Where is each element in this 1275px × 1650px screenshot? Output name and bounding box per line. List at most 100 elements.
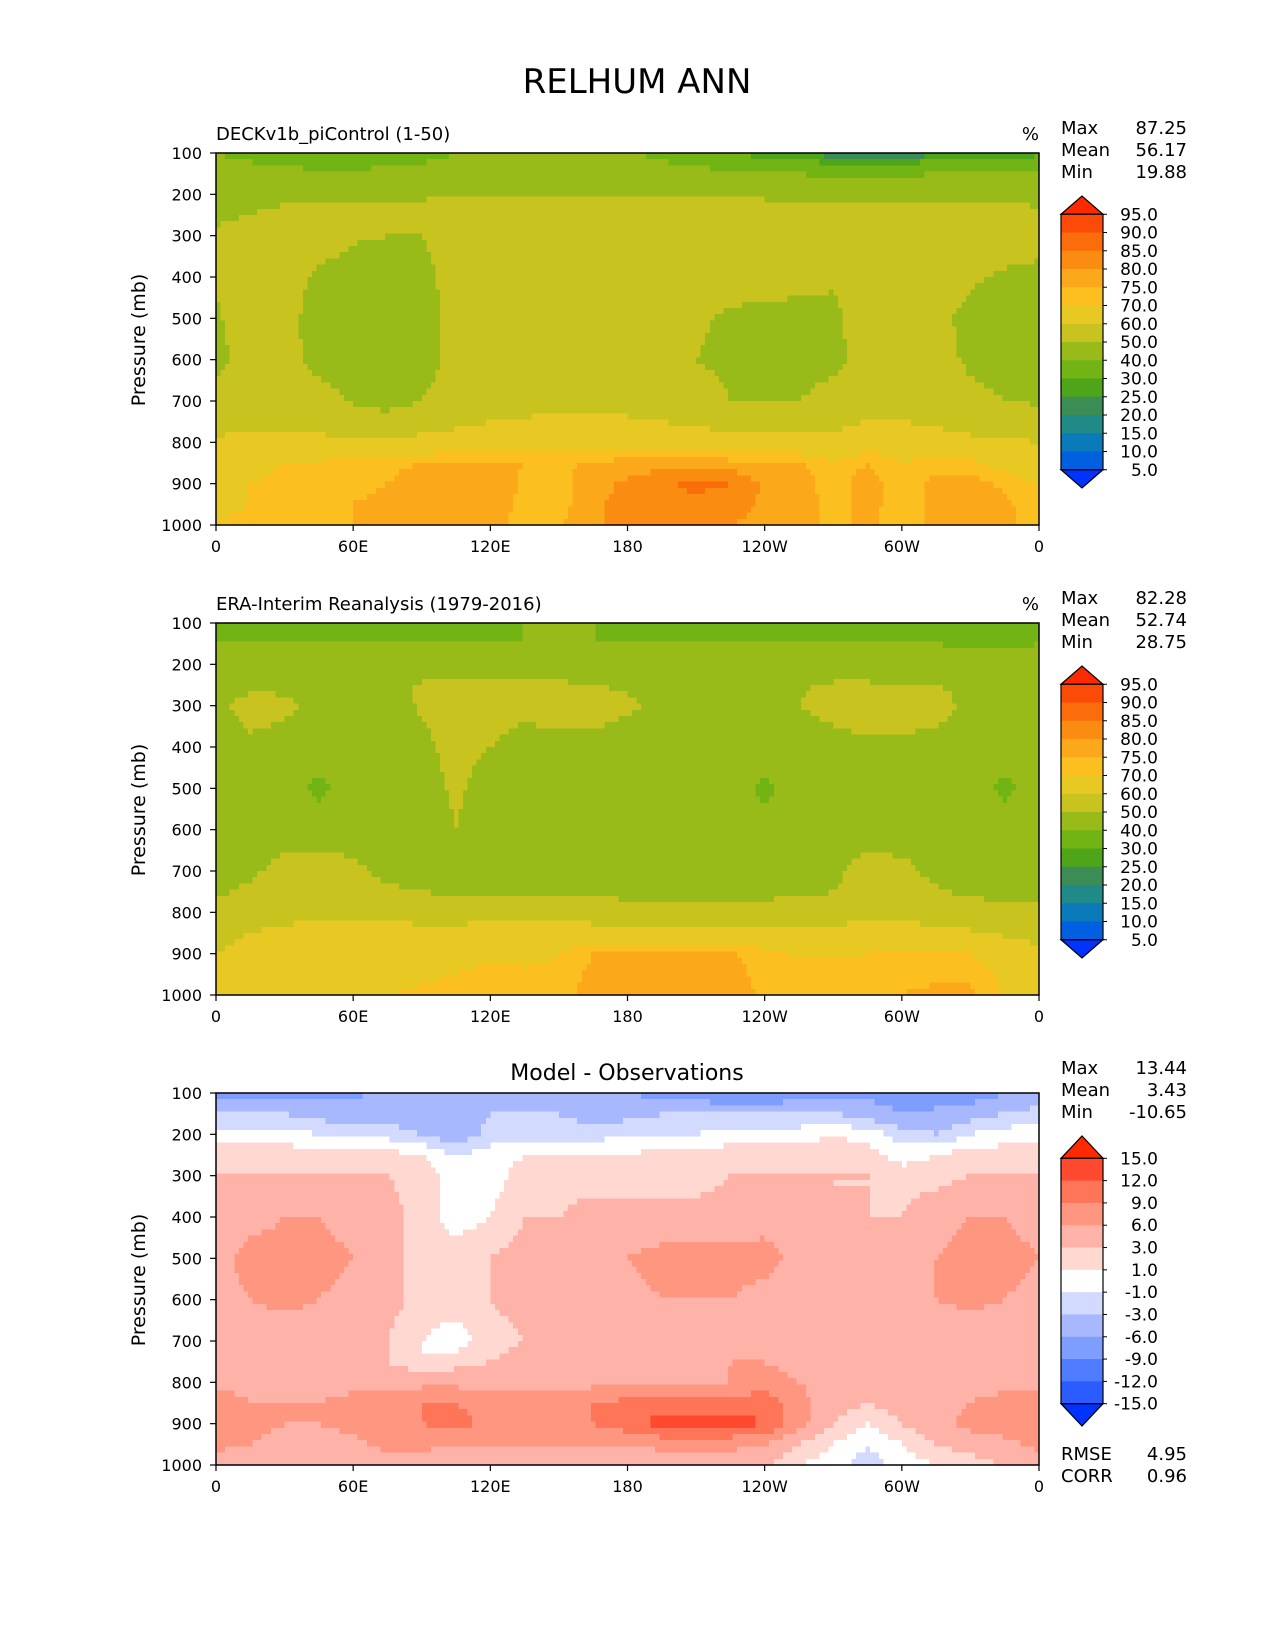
- panel-model-cell: [801, 283, 806, 290]
- panel-model-cell: [216, 196, 221, 203]
- panel-model-cell: [718, 177, 724, 185]
- panel-model-cell: [1016, 177, 1021, 185]
- panel-model-cell: [787, 314, 793, 321]
- panel-model-cell: [883, 239, 889, 247]
- panel-model-cell: [924, 153, 930, 160]
- panel-model-cell: [494, 183, 500, 191]
- panel-model-cell: [869, 233, 875, 240]
- panel-model-cell: [988, 208, 994, 216]
- panel-model-cell: [842, 289, 848, 296]
- panel-model-cell: [819, 227, 825, 234]
- panel-model-cell: [901, 190, 907, 197]
- panel-model-cell: [590, 276, 596, 284]
- panel-model-cell: [997, 165, 1003, 172]
- panel-model-cell: [750, 314, 756, 321]
- panel-model-cell: [526, 177, 532, 185]
- panel-model-cell: [481, 208, 486, 216]
- panel-model-cell: [613, 283, 619, 290]
- panel-model-cell: [828, 246, 834, 253]
- panel-model-cell: [778, 233, 784, 240]
- panel-model-cell: [581, 177, 587, 185]
- panel-model-cell: [819, 233, 825, 240]
- panel-model-cell: [979, 283, 985, 290]
- panel-model-cell: [705, 289, 710, 296]
- panel-model-cell: [865, 196, 870, 203]
- panel-model-cell: [604, 308, 610, 315]
- panel-model-cell: [398, 289, 404, 296]
- panel-model-cell: [819, 171, 825, 178]
- panel-model-cell: [700, 301, 706, 309]
- panel-model-cell: [412, 264, 418, 271]
- panel-model-cell: [915, 221, 921, 228]
- panel-model-cell: [485, 276, 491, 284]
- panel-model-cell: [723, 171, 729, 178]
- panel-model-cell: [225, 239, 230, 247]
- panel-model-cell: [348, 246, 354, 253]
- panel-model-cell: [792, 177, 797, 185]
- panel-model-cell: [339, 196, 345, 203]
- panel-model-cell: [865, 159, 870, 166]
- panel-model-cell: [1025, 239, 1030, 247]
- panel-model-cell: [302, 153, 308, 160]
- panel-model-cell: [773, 153, 779, 160]
- panel-model-cell: [526, 165, 532, 172]
- panel-model-cell: [988, 270, 994, 278]
- panel-model-cell: [901, 270, 907, 278]
- panel-model-cell: [627, 264, 633, 271]
- panel-model-cell: [888, 283, 893, 290]
- panel-model-cell: [289, 196, 294, 203]
- panel-model-cell: [814, 283, 820, 290]
- panel-model-cell: [403, 215, 409, 222]
- panel-model-cell: [865, 221, 870, 228]
- panel-model-cell: [769, 295, 774, 302]
- panel-model-cell: [778, 221, 784, 228]
- panel-model-cell: [536, 177, 541, 185]
- panel-model-cell: [302, 289, 308, 296]
- panel-model-cell: [760, 177, 765, 185]
- panel-model-cell: [714, 246, 720, 253]
- panel-model-cell: [590, 221, 596, 228]
- panel-model-cell: [1006, 276, 1012, 284]
- panel-model-cell: [330, 258, 335, 265]
- panel-model-cell: [682, 314, 688, 321]
- panel-model-cell: [398, 301, 404, 309]
- panel-model-cell: [517, 159, 523, 166]
- panel-model-cell: [673, 190, 678, 197]
- panel-model-cell: [677, 289, 683, 296]
- panel-model-cell: [1011, 301, 1017, 309]
- panel-model-cell: [357, 208, 363, 216]
- panel-model-cell: [682, 215, 688, 222]
- panel-model-cell: [513, 159, 518, 166]
- panel-model-cell: [508, 276, 514, 284]
- panel-model-cell: [997, 221, 1003, 228]
- panel-model-cell: [947, 202, 953, 209]
- panel-model-cell: [636, 202, 642, 209]
- panel-model-cell: [472, 177, 477, 185]
- panel-model-cell: [1020, 264, 1026, 271]
- panel-model-cell: [965, 258, 971, 265]
- panel-model-cell: [883, 159, 889, 166]
- panel-model-cell: [746, 233, 752, 240]
- panel-model-cell: [933, 301, 939, 309]
- panel-model-cell: [842, 171, 848, 178]
- panel-model-cell: [504, 233, 509, 240]
- panel-model-cell: [1006, 177, 1012, 185]
- panel-model-cell: [764, 252, 770, 259]
- panel-model-cell: [856, 246, 861, 253]
- panel-model-cell: [1034, 215, 1039, 222]
- panel-model-cell: [686, 283, 692, 290]
- panel-model-cell: [618, 221, 624, 228]
- panel-model-cell: [334, 202, 340, 209]
- panel-model-cell: [654, 252, 660, 259]
- panel-model-cell: [961, 295, 966, 302]
- panel-model-cell: [499, 258, 505, 265]
- panel-model-cell: [577, 301, 582, 309]
- panel-model-cell: [298, 258, 303, 265]
- panel-model-cell: [686, 252, 692, 259]
- panel-model-cell: [1025, 308, 1030, 315]
- panel-model-cell: [691, 177, 697, 185]
- panel-model-cell: [810, 202, 816, 209]
- panel-model-cell: [979, 289, 985, 296]
- panel-model-cell: [769, 153, 774, 160]
- panel-model-cell: [782, 264, 788, 271]
